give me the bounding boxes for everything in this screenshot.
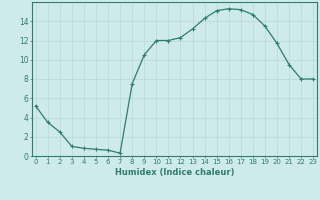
X-axis label: Humidex (Indice chaleur): Humidex (Indice chaleur) xyxy=(115,168,234,177)
